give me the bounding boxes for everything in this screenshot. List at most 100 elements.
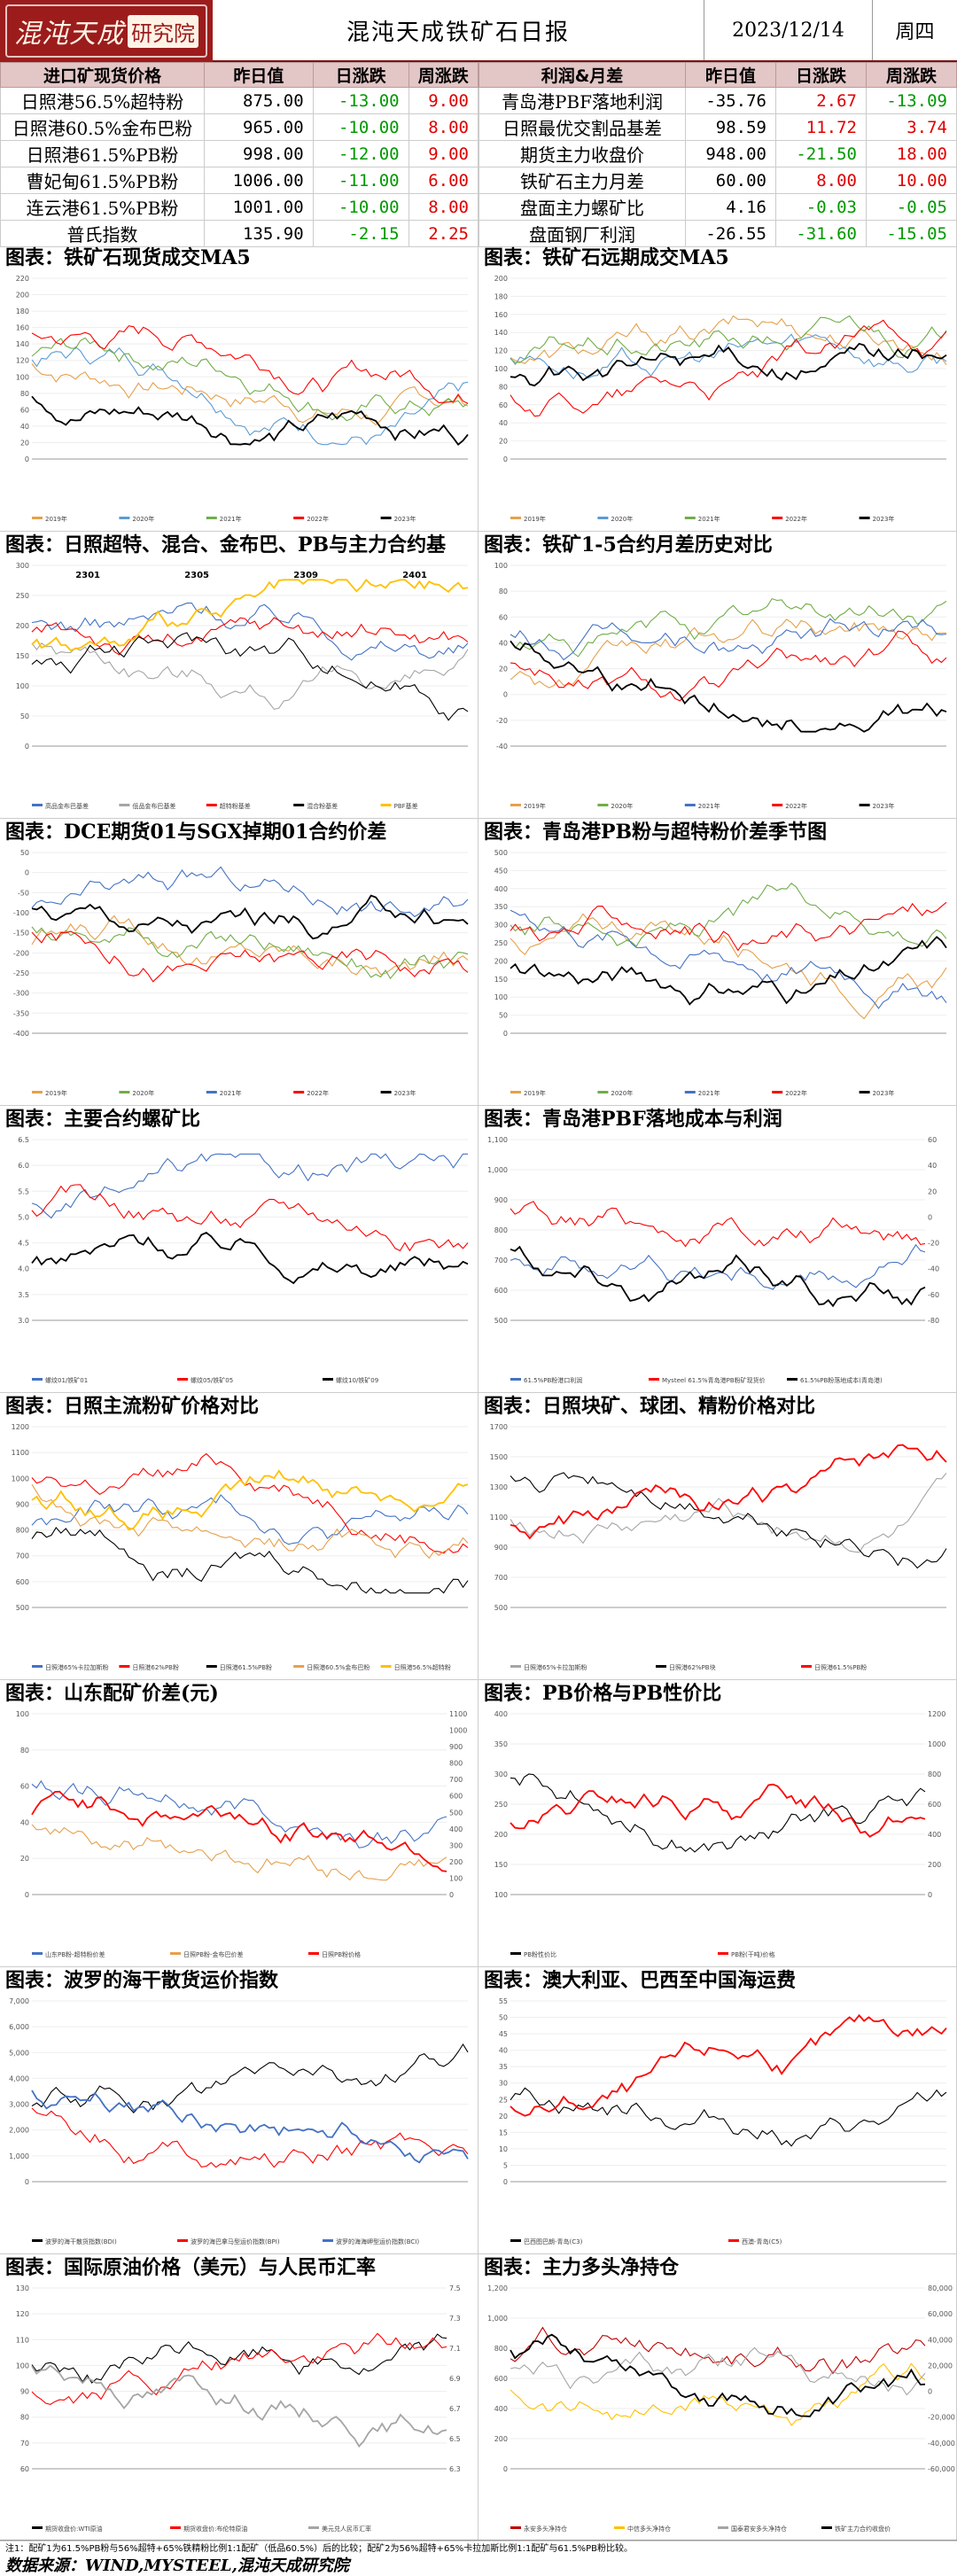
legend-label: 2021年 [220,515,242,523]
series-line [31,1494,469,1545]
y-right-tick-label: 6.5 [449,2435,461,2443]
row-week-change: 2.25 [408,220,479,247]
chart-panel-7: 图表：主要合约螺矿比 3.0 3.5 4.0 4.5 5.0 5.5 6.0 6.5 螺纹01/铁… [0,1106,478,1393]
y-tick-label: 160 [494,311,508,319]
y-right-tick-label: 80,000 [928,2284,953,2292]
row-name: 连云港61.5%PB粉 [0,193,205,221]
y-tick-label: 60 [499,401,508,409]
y-right-tick-label: -40 [928,1265,939,1273]
chart-title: 图表：国际原油价格（美元）与人民币汇率 [5,2256,377,2279]
price-tables: 进口矿现货价格 昨日值 日涨跌 周涨跌 日照港56.5%超特粉 875.00 -13… [0,62,957,247]
profit-header-day: 日涨跌 [774,62,867,88]
y-tick-label: 80 [499,588,508,595]
series-line [510,1473,947,1553]
legend-label: 西澳-青岛(C5) [742,2237,782,2245]
legend-label: 超特粉基差 [220,802,251,810]
row-week-change: -0.05 [865,193,957,221]
y-tick-label: 1000 [12,1475,29,1483]
chart-plot: 0 50 100 150 200 250 300 350 400 450 500 2019年 2020年… [494,849,947,1097]
legend-label: 日照港62%PB块 [669,1663,716,1671]
y-tick-label: 55 [499,1997,508,2005]
y-tick-label: 500 [494,849,508,857]
legend-swatch [323,2239,333,2242]
legend-swatch [649,1378,659,1381]
y-tick-label: 100 [494,1891,508,1899]
table-row: 日照港60.5%金布巴粉 965.00 -10.00 8.00 [0,113,479,141]
legend-swatch [32,1665,43,1668]
row-name: 盘面钢厂利润 [478,220,686,247]
legend-label: 2020年 [132,1089,154,1097]
y-tick-label: 900 [494,1544,508,1552]
chart-plot: 0 1,000 2,000 3,000 4,000 5,000 6,000 7,000 波罗的海… [9,1997,469,2245]
legend-swatch [32,1952,43,1955]
chart-title: 图表：青岛港PBF落地成本与利润 [484,1108,782,1131]
chart-plot: 60 70 80 90 100 110 120 130 6.3 6.5 6.7 6.9 7.1 7.3 7.… [16,2284,461,2533]
row-week-change: 6.00 [408,167,479,194]
legend-swatch [510,1952,521,1955]
y-tick-label: 4,000 [9,2074,29,2082]
table-row: 青岛港PBF落地利润 -35.76 2.67 -13.09 [478,87,957,114]
row-week-change: -15.05 [865,220,957,247]
y-tick-label: -250 [13,969,29,977]
row-name: 日照港56.5%超特粉 [0,87,205,114]
legend-label: 2021年 [220,1089,242,1097]
row-day-change: -11.00 [312,167,409,194]
series-line [31,1153,468,1219]
series-line [31,866,469,918]
y-tick-label: 800 [16,1527,29,1535]
profit-header-name: 利润&月差 [478,62,686,88]
series-line [31,1790,447,1872]
chart-panel-6: 图表：青岛港PB粉与超特粉价差季节图 0 50 100 150 200 250 300 350 4… [478,819,957,1106]
legend-swatch [308,1952,319,1955]
y-tick-label: 1100 [12,1449,29,1457]
series-line [510,901,947,952]
y-tick-label: 1,000 [487,1166,508,1174]
row-week-change: 9.00 [408,140,479,167]
legend-swatch [119,1665,130,1668]
row-day-change: -10.00 [312,113,409,141]
y-right-tick-label: 1200 [928,1710,945,1718]
row-day-change: 2.67 [774,87,867,114]
series-line [31,346,469,446]
legend-label: 日照港65%卡拉加斯粉 [45,1663,109,1671]
series-line [510,315,947,363]
series-line [31,2333,447,2384]
y-right-tick-label: -80 [928,1317,939,1325]
legend-label: 螺纹01/铁矿01 [45,1376,88,1384]
y-right-tick-label: 20 [928,1187,937,1195]
row-value: 4.16 [684,193,776,221]
legend-swatch [380,1665,392,1668]
y-tick-label: -350 [13,1009,29,1017]
spot-header-day: 日涨跌 [312,62,409,88]
series-line [510,630,947,702]
chart-plot: -40 -20 0 20 40 60 80 100 2019年 2020年 2021年 2022年 20… [494,562,947,810]
series-line [31,363,469,426]
series-line [31,1452,469,1554]
legend-swatch [772,517,783,519]
y-right-tick-label: 7.5 [449,2284,461,2292]
series-line [31,395,469,447]
row-week-change: 9.00 [408,87,479,114]
legend-label: 2023年 [394,1089,416,1097]
legend-swatch [380,517,392,519]
y-tick-label: 250 [494,939,508,947]
y-tick-label: 150 [494,1861,508,1869]
series-line [510,1243,926,1290]
chart-panel-3: 图表：日照超特、混合、金布巴、PB与主力合约基 0 50 100 150 200 250 30… [0,532,478,819]
y-tick-label: 450 [494,867,508,875]
legend-swatch [597,1091,609,1093]
y-tick-label: 300 [494,922,508,930]
y-tick-label: 500 [494,1604,508,1612]
legend-label: 2022年 [785,1089,807,1097]
series-line [31,926,469,980]
row-name: 普氏指数 [0,220,205,247]
series-line [31,2043,469,2114]
legend-swatch [119,1091,130,1093]
legend-label: PB粉(干吨)价格 [731,1950,775,1958]
row-name: 曹妃甸61.5%PB粉 [0,167,205,194]
series-line [31,1483,469,1560]
y-tick-label: 3.0 [18,1317,29,1325]
legend-swatch [293,1091,305,1093]
legend-label: 2019年 [524,515,546,523]
series-line [510,2362,926,2427]
